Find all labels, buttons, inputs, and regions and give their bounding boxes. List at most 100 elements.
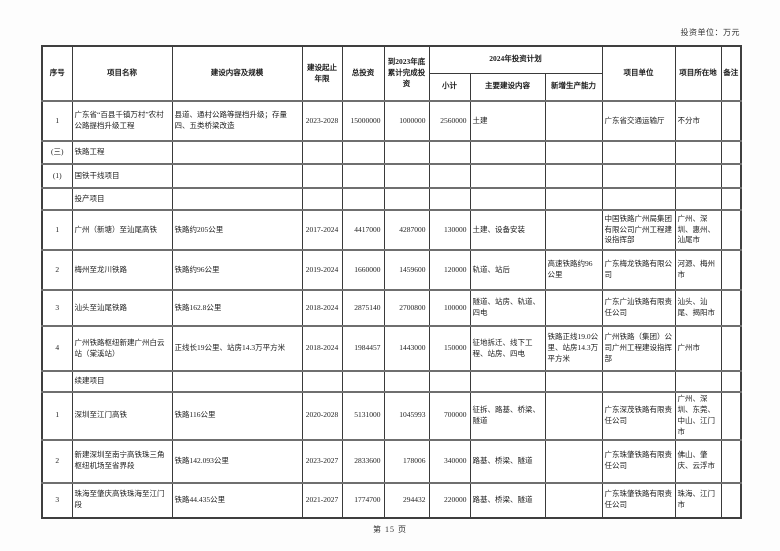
- cell-content-scale: 铁路44.435公里: [171, 482, 303, 518]
- cell-seq: 1: [41, 209, 73, 251]
- cell-years: 2023-2028: [301, 100, 343, 142]
- cell-content-scale: 县道、通村公路等提档升级；存量四、五类桥梁改造: [171, 100, 303, 142]
- cell-project-unit: 广东珠肇铁路有限责任公司: [601, 482, 676, 518]
- cell-new-capacity: [544, 370, 603, 393]
- cell-note: [720, 391, 742, 440]
- cell-years: 2017-2024: [301, 209, 343, 251]
- cell-project-name: 汕头至汕尾铁路: [71, 289, 173, 327]
- cell-project-unit: 广东珠肇铁路有限责任公司: [601, 439, 676, 483]
- cell-seq: 1: [41, 100, 73, 142]
- cell-location: 佛山、肇庆、云浮市: [674, 439, 722, 483]
- cell-project-name: 梅州至龙川铁路: [71, 249, 173, 291]
- header-seq: 序号: [41, 45, 73, 102]
- cell-subtotal-2024: [428, 140, 471, 165]
- cell-main-content-2024: 轨道、站后: [469, 249, 546, 291]
- cell-main-content-2024: 土建: [469, 100, 546, 142]
- cell-total-investment: 15000000: [341, 100, 385, 142]
- cell-subtotal-2024: [428, 370, 471, 393]
- cell-subtotal-2024: [428, 187, 471, 211]
- cell-project-unit: 广东省交通运输厅: [601, 100, 676, 142]
- cell-completed-by-2023: 1000000: [383, 100, 430, 142]
- cell-main-content-2024: 土建、设备安装: [469, 209, 546, 251]
- cell-seq: 3: [41, 289, 73, 327]
- cell-location: [674, 370, 722, 393]
- cell-project-unit: [601, 163, 676, 189]
- cell-project-name: 国铁干线项目: [71, 163, 173, 189]
- cell-total-investment: 5131000: [341, 391, 385, 440]
- cell-main-content-2024: 路基、桥梁、隧道: [469, 482, 546, 518]
- cell-years: [301, 163, 343, 189]
- cell-completed-by-2023: [383, 140, 430, 165]
- cell-completed-by-2023: 178006: [383, 439, 430, 483]
- cell-years: 2018-2024: [301, 289, 343, 327]
- cell-content-scale: 铁路142.093公里: [171, 439, 303, 483]
- cell-content-scale: 铁路约205公里: [171, 209, 303, 251]
- cell-completed-by-2023: 4287000: [383, 209, 430, 251]
- cell-main-content-2024: [469, 140, 546, 165]
- cell-content-scale: 铁路162.8公里: [171, 289, 303, 327]
- header-main-content: 主要建设内容: [469, 72, 546, 102]
- cell-new-capacity: [544, 439, 603, 483]
- header-2024-plan: 2024年投资计划: [428, 45, 603, 74]
- header-project-unit: 项目单位: [601, 45, 676, 102]
- investment-plan-table: 序号 项目名称 建设内容及规模 建设起止年限 总投资 到2023年底累计完成投资…: [41, 45, 742, 519]
- cell-completed-by-2023: 294432: [383, 482, 430, 518]
- cell-new-capacity: [544, 391, 603, 440]
- table-header: 序号 项目名称 建设内容及规模 建设起止年限 总投资 到2023年底累计完成投资…: [41, 45, 742, 102]
- header-completed-by-2023: 到2023年底累计完成投资: [383, 45, 430, 102]
- cell-seq: 4: [41, 325, 73, 372]
- cell-completed-by-2023: 1443000: [383, 325, 430, 372]
- cell-content-scale: [171, 370, 303, 393]
- cell-note: [720, 209, 742, 251]
- table-row: 1 广州（新塘）至汕尾高铁 铁路约205公里 2017-2024 4417000 4287…: [41, 209, 742, 251]
- table-row: 2 梅州至龙川铁路 铁路约96公里 2019-2024 1660000 1459600 12…: [41, 249, 742, 291]
- cell-note: [720, 140, 742, 165]
- cell-completed-by-2023: [383, 163, 430, 189]
- cell-content-scale: [171, 163, 303, 189]
- cell-content-scale: 铁路116公里: [171, 391, 303, 440]
- cell-project-unit: 广东深茂铁路有限责任公司: [601, 391, 676, 440]
- cell-project-name: 投产项目: [71, 187, 173, 211]
- cell-subtotal-2024: 120000: [428, 249, 471, 291]
- cell-location: 广州、深圳、东莞、中山、江门市: [674, 391, 722, 440]
- cell-seq: (三): [41, 140, 73, 165]
- cell-total-investment: [341, 187, 385, 211]
- cell-main-content-2024: 路基、桥梁、隧道: [469, 439, 546, 483]
- cell-new-capacity: [544, 289, 603, 327]
- cell-years: 2019-2024: [301, 249, 343, 291]
- cell-project-name: 深圳至江门高铁: [71, 391, 173, 440]
- cell-completed-by-2023: 1045993: [383, 391, 430, 440]
- cell-seq: 3: [41, 482, 73, 518]
- cell-project-name: 广东省“百县千镇万村”农村公路提档升级工程: [71, 100, 173, 142]
- cell-note: [720, 482, 742, 518]
- cell-new-capacity: [544, 209, 603, 251]
- cell-subtotal-2024: 340000: [428, 439, 471, 483]
- cell-main-content-2024: [469, 187, 546, 211]
- cell-total-investment: [341, 370, 385, 393]
- cell-note: [720, 100, 742, 142]
- table-row: 3 珠海至肇庆高铁珠海至江门段 铁路44.435公里 2021-2027 1774700…: [41, 482, 742, 518]
- cell-project-unit: 广东梅龙铁路有限公司: [601, 249, 676, 291]
- cell-seq: (1): [41, 163, 73, 189]
- cell-location: 河源、梅州市: [674, 249, 722, 291]
- section-row: (三) 铁路工程: [41, 140, 742, 165]
- table-row: 3 汕头至汕尾铁路 铁路162.8公里 2018-2024 2875140 2700800…: [41, 289, 742, 327]
- cell-new-capacity: 高速铁路约96公里: [544, 249, 603, 291]
- cell-location: 不分市: [674, 100, 722, 142]
- cell-new-capacity: [544, 100, 603, 142]
- cell-years: 2018-2024: [301, 325, 343, 372]
- cell-total-investment: [341, 163, 385, 189]
- cell-location: [674, 163, 722, 189]
- cell-project-name: 续建项目: [71, 370, 173, 393]
- cell-years: 2020-2028: [301, 391, 343, 440]
- cell-new-capacity: [544, 163, 603, 189]
- cell-note: [720, 325, 742, 372]
- cell-project-unit: 广东广汕铁路有限责任公司: [601, 289, 676, 327]
- table-row: 4 广州铁路枢纽新建广州白云站（棠溪站） 正线长19公里、站房14.3万平方米 201…: [41, 325, 742, 372]
- table-body: 1 广东省“百县千镇万村”农村公路提档升级工程 县道、通村公路等提档升级；存量四、五…: [41, 100, 742, 518]
- cell-total-investment: 1984457: [341, 325, 385, 372]
- cell-location: [674, 187, 722, 211]
- page-number: 第 15 页: [373, 525, 407, 534]
- cell-content-scale: [171, 187, 303, 211]
- cell-project-unit: [601, 370, 676, 393]
